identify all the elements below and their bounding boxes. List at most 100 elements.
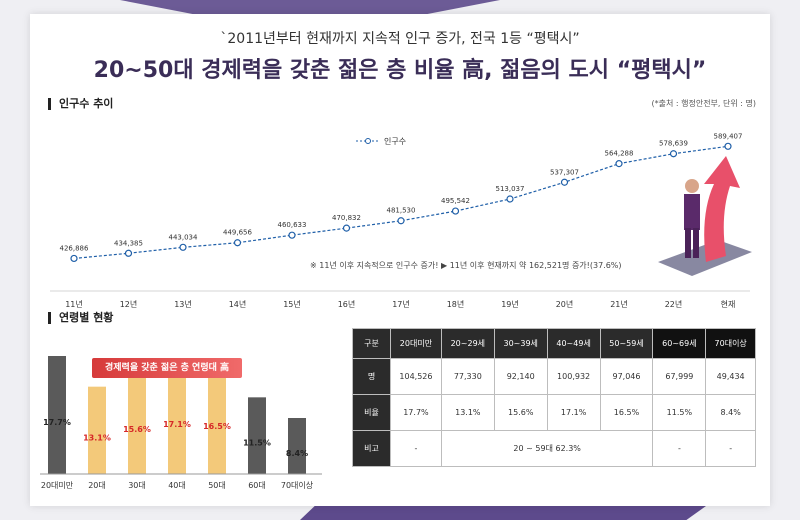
- population-series-line: [73, 145, 729, 260]
- table-row-head: 비고: [352, 430, 391, 467]
- data-label: 460,633: [278, 221, 307, 229]
- bar-value-label: 17.7%: [43, 418, 71, 427]
- bar: [128, 370, 146, 474]
- table-row: 비율 17.7% 13.1% 15.6% 17.1% 16.5% 11.5% 8…: [352, 394, 756, 431]
- data-point: [288, 231, 296, 239]
- table-cell: 16.5%: [599, 394, 654, 431]
- table-cell: -: [652, 430, 707, 467]
- page-subtitle: `2011년부터 현재까지 지속적 인구 증가, 전국 1등 “평택시”: [220, 31, 580, 47]
- table-cell: 15.6%: [493, 394, 548, 431]
- table-header-row: 구분 20대미만 20~29세 30~39세 40~49세 50~59세 60~…: [352, 328, 756, 359]
- x-tick-label: 17년: [392, 299, 410, 309]
- data-label: 434,385: [114, 239, 143, 247]
- data-label: 449,656: [223, 229, 252, 237]
- table-row: 명 104,526 77,330 92,140 100,932 97,046 6…: [352, 358, 756, 395]
- table-cell: 13.1%: [440, 394, 495, 431]
- data-point: [179, 243, 187, 251]
- x-tick-label: 13년: [174, 299, 192, 309]
- data-point: [560, 178, 569, 186]
- bar: [208, 364, 226, 474]
- data-label: 578,639: [659, 140, 688, 148]
- table-cell: 100,932: [546, 358, 601, 395]
- data-point: [233, 239, 242, 247]
- bar-category-label: 40대: [168, 481, 186, 490]
- businessman-arrow-illustration: [658, 156, 752, 276]
- x-tick-label: 20년: [556, 299, 574, 309]
- bar-value-label: 13.1%: [83, 433, 111, 442]
- data-point: [124, 249, 133, 257]
- bar-value-label: 16.5%: [203, 422, 231, 431]
- bar-category-label: 30대: [128, 481, 146, 490]
- data-label: 426,886: [60, 244, 89, 252]
- table-row-head: 비율: [352, 394, 391, 431]
- data-point: [70, 254, 78, 263]
- x-tick-label: 22년: [665, 299, 683, 309]
- data-point: [342, 224, 351, 232]
- table-header-cell: 40~49세: [546, 328, 601, 359]
- bar: [248, 397, 266, 474]
- table-row: 비고 - 20 ~ 59대 62.3% - -: [352, 430, 756, 467]
- x-tick-label: 15년: [283, 299, 301, 309]
- population-line-chart: 인구수 426,886 11년 434,385 12년 443,034 13년 449,656…: [50, 132, 750, 309]
- data-label: 495,542: [441, 197, 470, 205]
- x-tick-label: 현재: [721, 300, 736, 309]
- data-label: 513,037: [496, 185, 525, 193]
- table-header-cell: 30~39세: [493, 328, 548, 359]
- population-source: (*출처 : 행정안전부, 단위 : 명): [651, 99, 757, 108]
- infographic-card: `2011년부터 현재까지 지속적 인구 증가, 전국 1등 “평택시” 20~…: [30, 14, 770, 506]
- data-point: [615, 160, 623, 168]
- legend-label: 인구수: [384, 136, 406, 146]
- population-heading: 인구수 추이: [48, 98, 113, 110]
- table-cell: 17.1%: [546, 394, 601, 431]
- x-tick-label: 11년: [65, 299, 83, 309]
- age-data-table: 구분 20대미만 20~29세 30~39세 40~49세 50~59세 60~…: [352, 328, 756, 467]
- table-cell: 20 ~ 59대 62.3%: [440, 430, 654, 467]
- legend-marker: [365, 138, 371, 144]
- data-label: 470,832: [332, 214, 361, 222]
- population-note: ※ 11년 이후 지속적으로 인구수 증가! ▶ 11년 이후 현재까지 약 1…: [310, 261, 622, 270]
- table-cell: 8.4%: [705, 394, 756, 431]
- x-tick-label: 21년: [610, 299, 628, 309]
- highlight-banner: 경제력을 갖춘 젊은 층 연령대 高: [92, 358, 242, 378]
- bar: [288, 418, 306, 474]
- table-header-cell: 60~69세: [652, 328, 707, 359]
- table-header-cell: 20~29세: [440, 328, 495, 359]
- bar-category-label: 50대: [208, 481, 226, 490]
- data-label: 443,034: [169, 233, 198, 241]
- table-header-cell: 50~59세: [599, 328, 654, 359]
- x-tick-label: 19년: [501, 299, 519, 309]
- table-cell: 77,330: [440, 358, 495, 395]
- x-tick-label: 12년: [120, 299, 138, 309]
- table-cell: 49,434: [705, 358, 756, 395]
- table-row-head: 명: [352, 358, 391, 395]
- data-point: [397, 217, 405, 225]
- bar: [88, 386, 106, 474]
- data-label: 481,530: [387, 207, 416, 215]
- x-tick-label: 18년: [447, 299, 465, 309]
- data-point: [669, 150, 678, 158]
- table-cell: 92,140: [493, 358, 548, 395]
- table-header-cell: 70대이상: [705, 328, 756, 359]
- bar: [48, 356, 66, 474]
- page-title: 20~50대 경제력을 갖춘 젊은 층 비율 高, 젊음의 도시 “평택시”: [93, 58, 707, 83]
- bar-value-label: 11.5%: [243, 439, 271, 448]
- table-cell: -: [705, 430, 756, 467]
- age-bar-chart: 17.7% 20대미만 13.1% 20대 15.6% 30대 17.1% 40대 16.5% 5…: [40, 356, 322, 490]
- bar-value-label: 17.1%: [163, 420, 191, 429]
- table-header-cell: 20대미만: [390, 328, 442, 359]
- table-header-cell: 구분: [352, 328, 391, 359]
- bar-value-label: 15.6%: [123, 425, 151, 434]
- data-label: 589,407: [714, 132, 743, 140]
- table-cell: -: [390, 430, 442, 467]
- bar: [168, 360, 186, 474]
- data-label: 564,288: [605, 150, 634, 158]
- table-cell: 11.5%: [652, 394, 707, 431]
- bar-category-label: 60대: [248, 481, 266, 490]
- table-cell: 17.7%: [390, 394, 442, 431]
- bar-category-label: 20대미만: [41, 481, 74, 490]
- x-tick-label: 14년: [229, 299, 247, 309]
- data-point: [506, 195, 514, 203]
- data-point: [451, 207, 460, 215]
- bar-value-label: 8.4%: [286, 449, 308, 458]
- table-cell: 104,526: [390, 358, 442, 395]
